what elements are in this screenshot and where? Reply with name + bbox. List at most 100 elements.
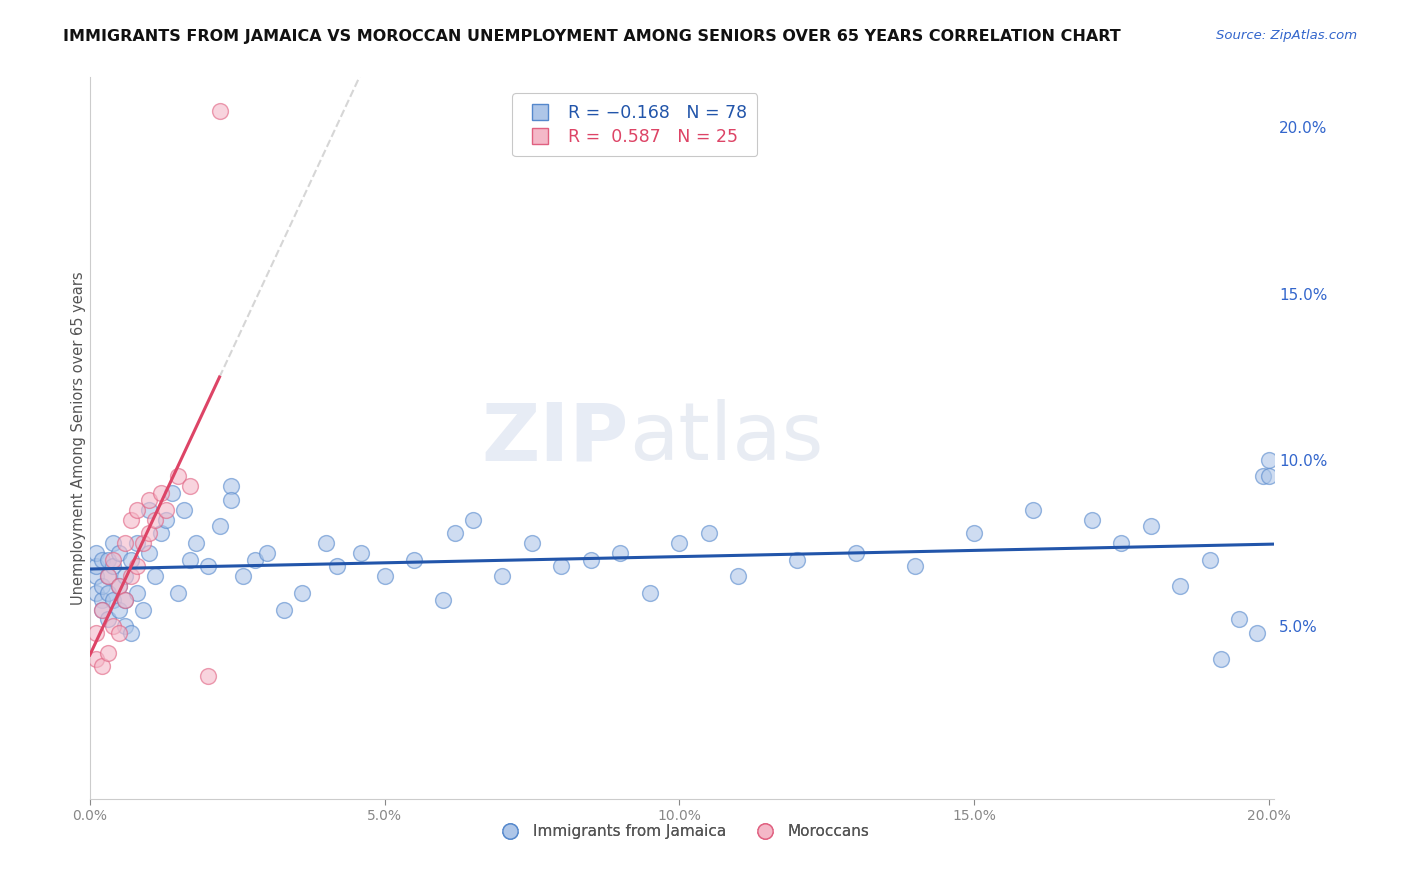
Point bbox=[138, 492, 160, 507]
Point bbox=[132, 602, 155, 616]
Point bbox=[668, 536, 690, 550]
Point bbox=[120, 552, 142, 566]
Point bbox=[963, 526, 986, 541]
Point bbox=[432, 592, 454, 607]
Point bbox=[1022, 502, 1045, 516]
Point bbox=[1257, 453, 1279, 467]
Point bbox=[1139, 519, 1161, 533]
Point bbox=[125, 559, 148, 574]
Point bbox=[96, 569, 118, 583]
Point bbox=[609, 546, 631, 560]
Point bbox=[103, 619, 125, 633]
Point bbox=[114, 592, 136, 607]
Point bbox=[1227, 612, 1250, 626]
Point bbox=[114, 592, 136, 607]
Point bbox=[208, 103, 231, 118]
Point bbox=[120, 513, 142, 527]
Point bbox=[138, 546, 160, 560]
Point bbox=[114, 536, 136, 550]
Point bbox=[143, 569, 166, 583]
Point bbox=[84, 586, 107, 600]
Point bbox=[315, 536, 337, 550]
Point bbox=[90, 602, 112, 616]
Point bbox=[1257, 469, 1279, 483]
Legend: Immigrants from Jamaica, Moroccans: Immigrants from Jamaica, Moroccans bbox=[489, 818, 876, 846]
Point bbox=[96, 552, 118, 566]
Point bbox=[1251, 469, 1274, 483]
Point bbox=[84, 559, 107, 574]
Point bbox=[232, 569, 254, 583]
Point bbox=[162, 486, 184, 500]
Point bbox=[149, 486, 172, 500]
Point bbox=[96, 569, 118, 583]
Point bbox=[132, 536, 155, 550]
Point bbox=[291, 586, 314, 600]
Point bbox=[373, 569, 395, 583]
Point bbox=[103, 536, 125, 550]
Point bbox=[184, 536, 207, 550]
Point bbox=[84, 625, 107, 640]
Text: atlas: atlas bbox=[628, 400, 824, 477]
Point bbox=[350, 546, 373, 560]
Point bbox=[90, 659, 112, 673]
Point bbox=[155, 513, 177, 527]
Point bbox=[256, 546, 278, 560]
Point bbox=[167, 586, 190, 600]
Point bbox=[1168, 579, 1191, 593]
Point bbox=[273, 602, 295, 616]
Point bbox=[108, 625, 131, 640]
Text: ZIP: ZIP bbox=[482, 400, 628, 477]
Point bbox=[125, 536, 148, 550]
Point bbox=[326, 559, 349, 574]
Point bbox=[1198, 552, 1220, 566]
Point bbox=[125, 502, 148, 516]
Point bbox=[173, 502, 195, 516]
Point bbox=[402, 552, 425, 566]
Point bbox=[221, 492, 243, 507]
Point bbox=[149, 526, 172, 541]
Text: IMMIGRANTS FROM JAMAICA VS MOROCCAN UNEMPLOYMENT AMONG SENIORS OVER 65 YEARS COR: IMMIGRANTS FROM JAMAICA VS MOROCCAN UNEM… bbox=[63, 29, 1121, 44]
Point bbox=[520, 536, 543, 550]
Point bbox=[155, 502, 177, 516]
Point bbox=[1246, 625, 1268, 640]
Point bbox=[120, 625, 142, 640]
Point bbox=[108, 579, 131, 593]
Y-axis label: Unemployment Among Seniors over 65 years: Unemployment Among Seniors over 65 years bbox=[72, 271, 86, 605]
Point bbox=[197, 559, 219, 574]
Point bbox=[125, 586, 148, 600]
Point bbox=[579, 552, 602, 566]
Point bbox=[96, 586, 118, 600]
Point bbox=[138, 526, 160, 541]
Point bbox=[84, 569, 107, 583]
Point bbox=[120, 569, 142, 583]
Point bbox=[84, 546, 107, 560]
Point bbox=[904, 559, 927, 574]
Point bbox=[1081, 513, 1104, 527]
Point bbox=[90, 552, 112, 566]
Point bbox=[550, 559, 572, 574]
Point bbox=[179, 552, 201, 566]
Point bbox=[103, 592, 125, 607]
Point bbox=[727, 569, 749, 583]
Point bbox=[461, 513, 484, 527]
Point bbox=[114, 619, 136, 633]
Point bbox=[143, 513, 166, 527]
Point bbox=[84, 652, 107, 666]
Point bbox=[114, 569, 136, 583]
Point bbox=[1211, 652, 1233, 666]
Point bbox=[90, 592, 112, 607]
Point bbox=[108, 579, 131, 593]
Point bbox=[786, 552, 808, 566]
Point bbox=[444, 526, 467, 541]
Point bbox=[208, 519, 231, 533]
Point bbox=[1109, 536, 1132, 550]
Point bbox=[90, 579, 112, 593]
Point bbox=[697, 526, 720, 541]
Point bbox=[179, 479, 201, 493]
Point bbox=[96, 646, 118, 660]
Point bbox=[845, 546, 868, 560]
Point bbox=[108, 546, 131, 560]
Point bbox=[491, 569, 513, 583]
Point bbox=[103, 552, 125, 566]
Point bbox=[103, 559, 125, 574]
